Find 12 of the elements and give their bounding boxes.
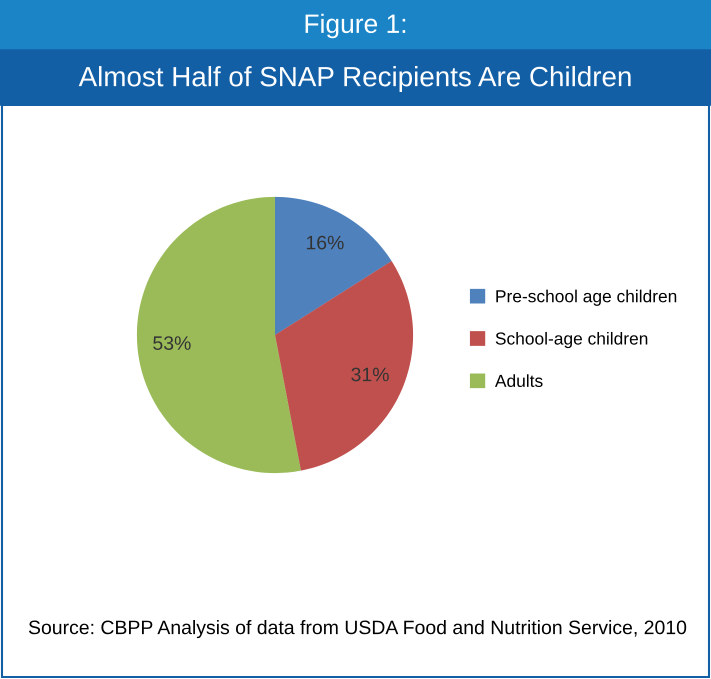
- data-label: 16%: [306, 236, 344, 250]
- legend-label: Pre-school age children: [496, 290, 676, 306]
- pie-slice: [275, 196, 392, 335]
- pie-slice: [275, 261, 414, 471]
- legend-label: Adults: [494, 374, 543, 388]
- source-note: Source: CBPP Analysis of data from USDA Food and Nutrition Service, 2010: [28, 620, 686, 638]
- chart-title: Almost Half of SNAP Recipients Are Children: [78, 66, 631, 92]
- chart-subtitle: Figure 1:: [306, 14, 406, 38]
- data-label: 53%: [153, 336, 191, 350]
- pie-slice: [136, 196, 301, 474]
- legend-label: School-age children: [496, 332, 648, 348]
- data-label: 31%: [351, 368, 389, 382]
